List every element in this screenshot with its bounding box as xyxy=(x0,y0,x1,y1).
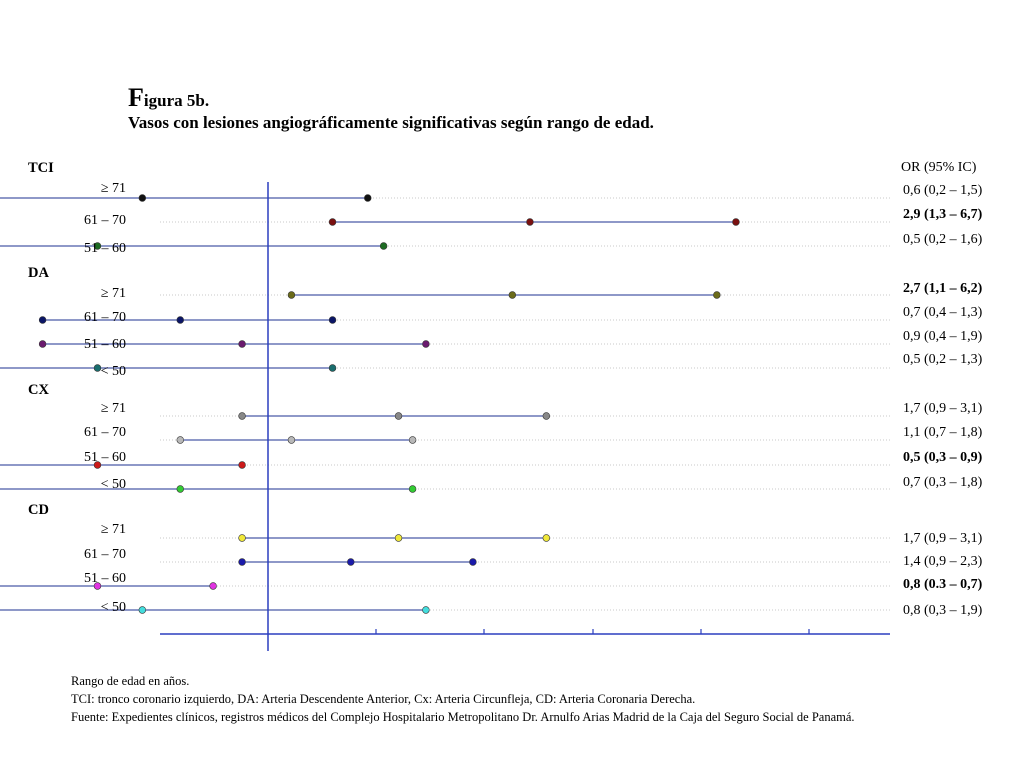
or-estimate-point xyxy=(93,582,102,590)
footer-note-units: Rango de edad en años. xyxy=(71,674,190,688)
ci-upper-point xyxy=(422,340,430,348)
age-range-label: 61 – 70 xyxy=(84,213,126,228)
or-estimate-point xyxy=(526,218,534,226)
or-column-header: OR (95% IC) xyxy=(901,160,977,175)
ci-lower-point xyxy=(238,558,246,566)
or-estimate-point xyxy=(176,316,184,324)
ci-upper-point xyxy=(238,461,246,469)
figure-title-initial: F xyxy=(128,83,144,112)
ci-lower-point xyxy=(176,436,184,444)
age-range-label: 51 – 60 xyxy=(84,450,126,465)
ci-lower-point xyxy=(238,534,246,542)
footer-note-abbreviations: TCI: tronco coronario izquierdo, DA: Art… xyxy=(71,692,696,706)
ci-lower-point xyxy=(238,412,246,420)
or-estimate-point xyxy=(138,194,147,202)
group-label: CD xyxy=(28,502,49,518)
or-value-text: 0,9 (0,4 – 1,9) xyxy=(903,329,983,344)
ci-lower-point xyxy=(38,316,47,324)
figure-subtitle: Vasos con lesiones angiográficamente sig… xyxy=(128,113,654,132)
age-range-label: ≥ 71 xyxy=(101,181,126,196)
figure-title: Figura 5b. xyxy=(128,83,654,113)
or-value-text: 1,7 (0,9 – 3,1) xyxy=(903,531,983,546)
or-estimate-point xyxy=(176,485,184,493)
or-value-text: 2,9 (1,3 – 6,7) xyxy=(903,207,983,222)
or-value-text: 1,1 (0,7 – 1,8) xyxy=(903,425,983,440)
or-estimate-point xyxy=(347,558,355,566)
age-range-label: < 50 xyxy=(101,364,126,379)
or-estimate-point xyxy=(394,534,403,542)
figure-title-rest: igura 5b. xyxy=(143,91,210,110)
ci-upper-point xyxy=(408,485,417,493)
or-estimate-point xyxy=(394,412,403,420)
age-range-label: 61 – 70 xyxy=(84,310,126,325)
or-value-text: 0,5 (0,2 – 1,6) xyxy=(903,232,983,247)
ci-upper-point xyxy=(408,436,417,444)
age-range-label: ≥ 71 xyxy=(101,286,126,301)
or-estimate-point xyxy=(287,436,296,444)
or-estimate-point xyxy=(93,461,102,469)
or-value-text: 0,8 (0.3 – 0,7) xyxy=(903,577,983,592)
or-value-text: 1,7 (0,9 – 3,1) xyxy=(903,401,983,416)
group-label: DA xyxy=(28,265,49,281)
age-range-label: < 50 xyxy=(101,477,126,492)
group-label: CX xyxy=(28,382,49,398)
ci-lower-point xyxy=(287,291,296,299)
or-value-text: 2,7 (1,1 – 6,2) xyxy=(903,281,983,296)
or-value-text: 0,5 (0,3 – 0,9) xyxy=(903,450,983,465)
ci-lower-point xyxy=(328,218,337,226)
ci-upper-point xyxy=(422,606,430,614)
age-range-label: 51 – 60 xyxy=(84,571,126,586)
or-estimate-point xyxy=(238,340,246,348)
or-estimate-point xyxy=(93,242,102,250)
figure-footer: Rango de edad en años. TCI: tronco coron… xyxy=(71,672,855,726)
ci-upper-point xyxy=(328,316,337,324)
ci-upper-point xyxy=(209,582,217,590)
or-value-text: 0,7 (0,3 – 1,8) xyxy=(903,475,983,490)
or-value-text: 1,4 (0,9 – 2,3) xyxy=(903,554,983,569)
age-range-label: 51 – 60 xyxy=(84,241,126,256)
ci-lower-point xyxy=(38,340,47,348)
or-value-text: 0,7 (0,4 – 1,3) xyxy=(903,305,983,320)
footer-note-source: Fuente: Expedientes clínicos, registros … xyxy=(71,710,855,724)
or-estimate-point xyxy=(93,364,102,372)
ci-upper-point xyxy=(713,291,721,299)
age-range-label: ≥ 71 xyxy=(101,522,126,537)
age-range-label: ≥ 71 xyxy=(101,401,126,416)
ci-upper-point xyxy=(379,242,388,250)
or-value-text: 0,8 (0,3 – 1,9) xyxy=(903,603,983,618)
ci-upper-point xyxy=(328,364,337,372)
age-range-label: 61 – 70 xyxy=(84,425,126,440)
age-range-label: 61 – 70 xyxy=(84,547,126,562)
age-range-label: < 50 xyxy=(101,600,126,615)
or-value-text: 0,6 (0,2 – 1,5) xyxy=(903,183,983,198)
or-estimate-point xyxy=(138,606,147,614)
ci-upper-point xyxy=(542,412,551,420)
figure-title-block: Figura 5b. Vasos con lesiones angiográfi… xyxy=(128,83,654,133)
group-label: TCI xyxy=(28,160,54,176)
or-value-text: 0,5 (0,2 – 1,3) xyxy=(903,352,983,367)
ci-upper-point xyxy=(542,534,551,542)
ci-upper-point xyxy=(732,218,740,226)
ci-upper-point xyxy=(469,558,477,566)
or-estimate-point xyxy=(508,291,517,299)
ci-upper-point xyxy=(364,194,372,202)
age-range-label: 51 – 60 xyxy=(84,337,126,352)
